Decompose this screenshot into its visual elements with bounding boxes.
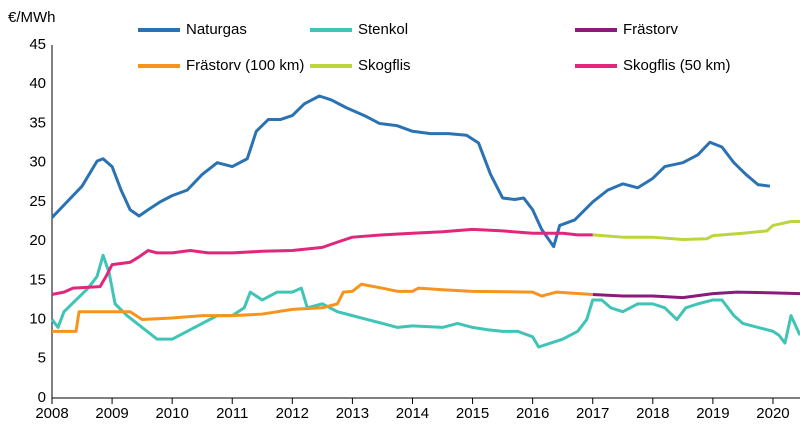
y-tick-label: 35 xyxy=(29,114,46,131)
series-line xyxy=(51,227,593,296)
legend-background xyxy=(132,14,777,82)
legend-label: Frästorv (100 km) xyxy=(186,57,304,74)
y-tick-label: 0 xyxy=(38,389,46,406)
series-line xyxy=(52,282,593,333)
y-tick-label: 15 xyxy=(29,271,46,288)
legend-label: Stenkol xyxy=(358,21,408,38)
x-tick-label: 2012 xyxy=(276,405,309,422)
x-tick-label: 2019 xyxy=(696,405,729,422)
legend-label: Skogflis (50 km) xyxy=(623,57,731,74)
legend-label: Frästorv xyxy=(623,21,679,38)
x-tick-label: 2018 xyxy=(636,405,669,422)
x-tick-label: 2014 xyxy=(396,405,429,422)
y-tick-label: 20 xyxy=(29,232,46,249)
x-tick-label: 2010 xyxy=(155,405,188,422)
y-tick-label: 40 xyxy=(29,75,46,92)
y-tick-label: 5 xyxy=(38,350,46,367)
legend-label: Skogflis xyxy=(358,57,411,74)
x-tick-label: 2008 xyxy=(35,405,68,422)
x-tick-label: 2016 xyxy=(516,405,549,422)
series-line xyxy=(50,253,800,349)
y-axis-label: €/MWh xyxy=(8,9,56,26)
y-tick-label: 25 xyxy=(29,193,46,210)
y-tick-label: 45 xyxy=(29,36,46,53)
series-line xyxy=(50,94,771,249)
y-tick-label: 10 xyxy=(29,311,46,328)
x-tick-label: 2011 xyxy=(216,405,248,422)
x-tick-label: 2015 xyxy=(456,405,489,422)
y-tick-label: 30 xyxy=(29,154,46,171)
legend-label: Naturgas xyxy=(186,21,247,38)
x-tick-label: 2020 xyxy=(756,405,789,422)
series-line xyxy=(592,290,800,300)
x-tick-label: 2013 xyxy=(336,405,369,422)
x-tick-label: 2017 xyxy=(576,405,609,422)
series-line xyxy=(592,220,800,242)
x-tick-label: 2009 xyxy=(95,405,128,422)
